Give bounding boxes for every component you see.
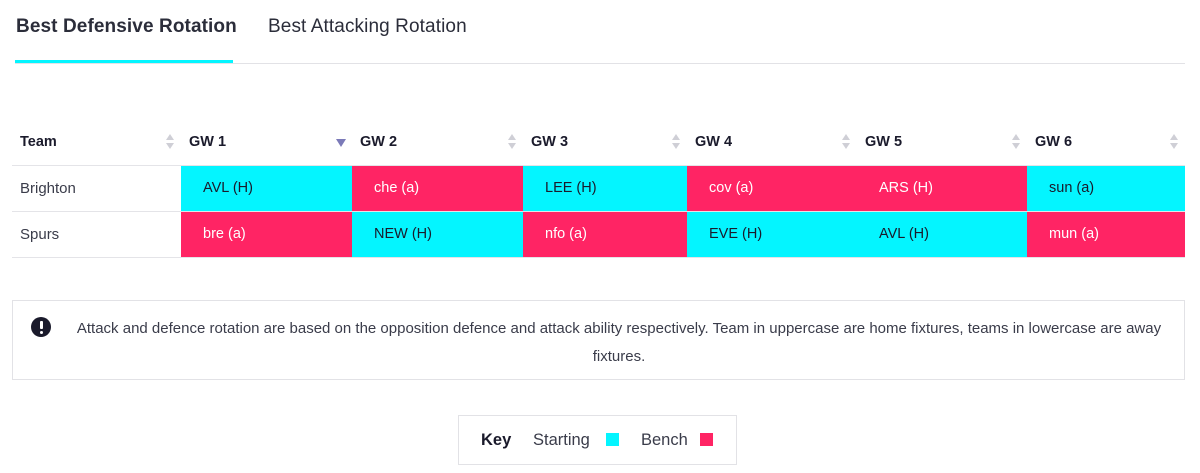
column-header-gw4[interactable]: GW 4 [687, 120, 857, 166]
bench-swatch [700, 433, 713, 446]
fixture-label: ARS (H) [879, 180, 933, 196]
tab-best-attacking-rotation[interactable]: Best Attacking Rotation [268, 16, 467, 37]
column-header-gw1[interactable]: GW 1 [181, 120, 352, 166]
column-header-team[interactable]: Team [12, 120, 181, 166]
info-notice: Attack and defence rotation are based on… [12, 300, 1185, 380]
column-header-gw5[interactable]: GW 5 [857, 120, 1027, 166]
fixture-cell: mun (a) [1027, 211, 1185, 258]
sort-icon[interactable] [166, 134, 175, 150]
column-header-label: GW 3 [531, 134, 569, 151]
sort-icon[interactable] [672, 134, 681, 150]
fixture-cell: che (a) [352, 165, 523, 212]
starting-swatch [606, 433, 619, 446]
fixture-label: cov (a) [709, 180, 754, 196]
fixture-cell: sun (a) [1027, 165, 1185, 212]
fixture-cell: EVE (H) [687, 211, 857, 258]
key-starting-label: Starting [533, 431, 590, 449]
rotation-table: Team GW 1 GW 2 GW 3 GW 4 GW 5 [12, 120, 1185, 258]
fixture-label: mun (a) [1049, 226, 1099, 242]
key-bench-label: Bench [641, 431, 688, 449]
sort-icon[interactable] [1170, 134, 1179, 150]
sort-icon[interactable] [508, 134, 517, 150]
team-name: Spurs [12, 211, 181, 258]
sort-descending-icon[interactable] [336, 139, 346, 147]
fixture-cell: LEE (H) [523, 165, 687, 212]
fixture-cell: NEW (H) [352, 211, 523, 258]
fixture-cell: cov (a) [687, 165, 857, 212]
exclamation-circle-icon [31, 317, 51, 337]
column-header-gw2[interactable]: GW 2 [352, 120, 523, 166]
fixture-label: EVE (H) [709, 226, 763, 242]
fixture-label: che (a) [374, 180, 420, 196]
column-header-label: GW 1 [189, 134, 227, 151]
table-row-spurs: Spurs bre (a) NEW (H) nfo (a) EVE (H) AV… [12, 211, 1185, 258]
team-name: Brighton [12, 165, 181, 212]
sort-icon[interactable] [842, 134, 851, 150]
column-header-label: GW 4 [695, 134, 733, 151]
column-header-gw3[interactable]: GW 3 [523, 120, 687, 166]
fixture-label: LEE (H) [545, 180, 597, 196]
tab-best-defensive-rotation[interactable]: Best Defensive Rotation [16, 16, 237, 37]
fixture-label: AVL (H) [203, 180, 253, 196]
table-header-row: Team GW 1 GW 2 GW 3 GW 4 GW 5 [12, 120, 1185, 166]
key-title: Key [481, 431, 512, 449]
fixture-label: AVL (H) [879, 226, 929, 242]
info-notice-text: Attack and defence rotation are based on… [76, 320, 1162, 365]
column-header-label: GW 5 [865, 134, 903, 151]
fixture-label: bre (a) [203, 226, 246, 242]
column-header-gw6[interactable]: GW 6 [1027, 120, 1185, 166]
fixture-cell: AVL (H) [857, 211, 1027, 258]
fixture-cell: nfo (a) [523, 211, 687, 258]
fixture-label: NEW (H) [374, 226, 432, 242]
table-row-brighton: Brighton AVL (H) che (a) LEE (H) cov (a)… [12, 165, 1185, 212]
fixture-cell: AVL (H) [181, 165, 352, 212]
rotation-tabs: Best Defensive Rotation Best Attacking R… [15, 0, 1185, 64]
column-header-label: Team [20, 134, 57, 151]
column-header-label: GW 2 [360, 134, 398, 151]
column-header-label: GW 6 [1035, 134, 1073, 151]
fixture-label: nfo (a) [545, 226, 587, 242]
active-tab-indicator [15, 60, 233, 63]
fixture-cell: ARS (H) [857, 165, 1027, 212]
fixture-cell: bre (a) [181, 211, 352, 258]
sort-icon[interactable] [1012, 134, 1021, 150]
fixture-label: sun (a) [1049, 180, 1095, 196]
color-key: Key Starting Bench [458, 415, 737, 465]
